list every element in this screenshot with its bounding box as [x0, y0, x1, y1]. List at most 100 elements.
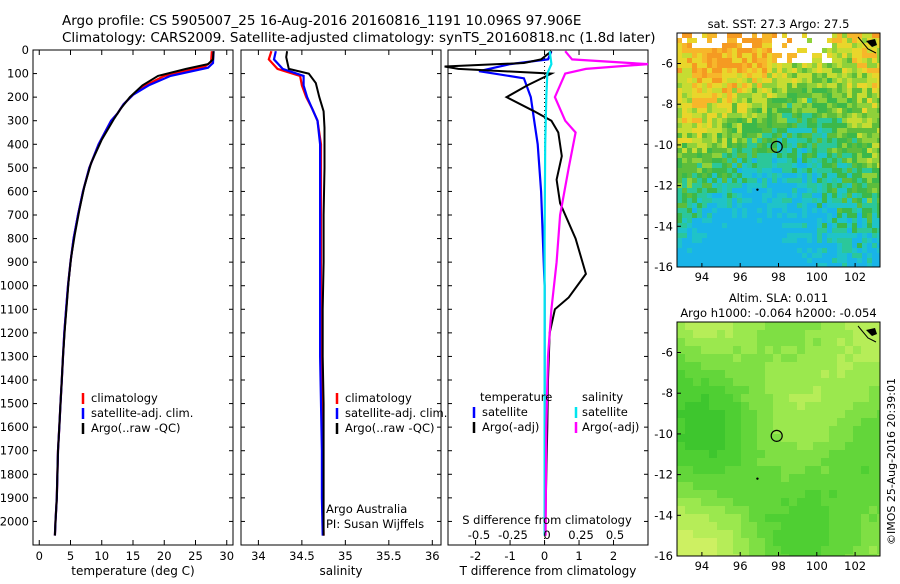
- salinity-xtick-label: 34: [251, 549, 266, 563]
- sst-map-cell: [827, 43, 833, 49]
- sla-map-cell: [685, 530, 694, 539]
- sla-map-cell: [685, 458, 694, 467]
- sst-map-cell: [817, 158, 823, 164]
- sst-map-cell: [872, 248, 878, 254]
- sst-map-cell: [697, 158, 703, 164]
- sst-map-cell: [867, 118, 873, 124]
- sst-map-cell: [822, 193, 828, 199]
- sla-map-cell: [797, 482, 806, 491]
- sst-map-cell: [772, 203, 778, 209]
- sst-map-cell: [732, 128, 738, 134]
- sst-map-cell: [692, 248, 698, 254]
- sst-map-cell: [692, 123, 698, 129]
- sla-map-cell: [757, 346, 766, 355]
- sst-map-cell: [702, 123, 708, 129]
- sst-map-cell: [867, 173, 873, 179]
- sst-map-cell: [717, 153, 723, 159]
- sst-map-cell: [857, 228, 863, 234]
- sst-map-cell: [877, 163, 881, 169]
- sst-map-cell: [757, 188, 763, 194]
- sst-map-cell: [877, 253, 881, 259]
- sst-map-cell: [807, 98, 813, 104]
- sst-map-cell: [682, 58, 688, 64]
- sst-map-cell: [742, 178, 748, 184]
- sst-map-cell: [692, 88, 698, 94]
- sst-map-cell: [832, 163, 838, 169]
- sla-map-cell: [757, 522, 766, 531]
- sst-map-cell: [752, 148, 758, 154]
- sla-map-cell: [869, 370, 878, 379]
- sla-map-cell: [749, 522, 758, 531]
- sla-map-cell: [733, 522, 742, 531]
- sst-map-cell: [847, 123, 853, 129]
- sst-map-cell: [747, 263, 753, 268]
- sst-map-cell: [792, 248, 798, 254]
- sst-map-cell: [767, 253, 773, 259]
- sla-map-cell: [733, 506, 742, 515]
- sla-map-cell: [765, 466, 774, 475]
- sst-map-cell: [697, 203, 703, 209]
- sst-map-cell: [727, 223, 733, 229]
- sla-map-cell: [837, 538, 846, 547]
- sla-map-cell: [877, 538, 881, 547]
- sst-map-cell: [717, 178, 723, 184]
- sla-map-cell: [821, 554, 830, 557]
- sla-map-cell: [781, 330, 790, 339]
- sla-map-cell: [869, 498, 878, 507]
- sla-map-cell: [701, 546, 710, 555]
- sst-map-cell: [812, 223, 818, 229]
- sst-map-cell: [702, 233, 708, 239]
- sst-map-cell: [832, 213, 838, 219]
- sst-map-cell: [727, 58, 733, 64]
- sst-map-cell: [812, 33, 818, 39]
- sla-map-cell: [701, 458, 710, 467]
- sla-map-xtick-label: 100: [806, 559, 828, 573]
- sst-map-cell: [812, 178, 818, 184]
- sla-map-cell: [813, 346, 822, 355]
- sst-map-cell: [687, 143, 693, 149]
- sst-map-cell: [812, 143, 818, 149]
- sst-map-cell: [777, 83, 783, 89]
- sst-map-cell: [737, 223, 743, 229]
- sla-map-cell: [781, 410, 790, 419]
- sla-map-cell: [677, 442, 686, 451]
- sla-map-cell: [869, 474, 878, 483]
- sst-map-cell: [807, 193, 813, 199]
- sla-map-cell: [877, 362, 881, 371]
- sst-map-cell: [732, 68, 738, 74]
- sst-map-cell: [827, 233, 833, 239]
- sst-map-cell: [792, 168, 798, 174]
- sst-map-cell: [737, 193, 743, 199]
- sst-map-cell: [807, 48, 813, 54]
- sst-map-cell: [852, 153, 858, 159]
- sla-map-cell: [853, 458, 862, 467]
- sst-map-cell: [872, 98, 878, 104]
- sla-map-cell: [741, 386, 750, 395]
- sla-map-cell: [709, 434, 718, 443]
- sst-map-cell: [692, 223, 698, 229]
- sst-map-cell: [682, 168, 688, 174]
- sst-map-cell: [862, 163, 868, 169]
- sst-map-cell: [712, 33, 718, 39]
- sla-map-cell: [717, 418, 726, 427]
- sst-map-cell: [817, 83, 823, 89]
- sla-map-title: Altim. SLA: 0.011: [729, 291, 828, 305]
- sst-map-cell: [817, 243, 823, 249]
- sst-map-cell: [727, 263, 733, 268]
- sst-map-cell: [832, 68, 838, 74]
- sla-map-cell: [677, 362, 686, 371]
- sst-map-cell: [847, 258, 853, 264]
- sst-map-cell: [737, 128, 743, 134]
- sst-map-cell: [702, 223, 708, 229]
- sst-map-cell: [752, 253, 758, 259]
- sla-map-cell: [733, 474, 742, 483]
- sla-map-cell: [757, 538, 766, 547]
- sla-map-cell: [805, 554, 814, 557]
- sst-map-cell: [842, 93, 848, 99]
- sla-map-cell: [821, 490, 830, 499]
- sst-map-cell: [712, 148, 718, 154]
- sst-map-cell: [772, 258, 778, 264]
- sst-map-cell: [752, 228, 758, 234]
- sla-map-cell: [765, 434, 774, 443]
